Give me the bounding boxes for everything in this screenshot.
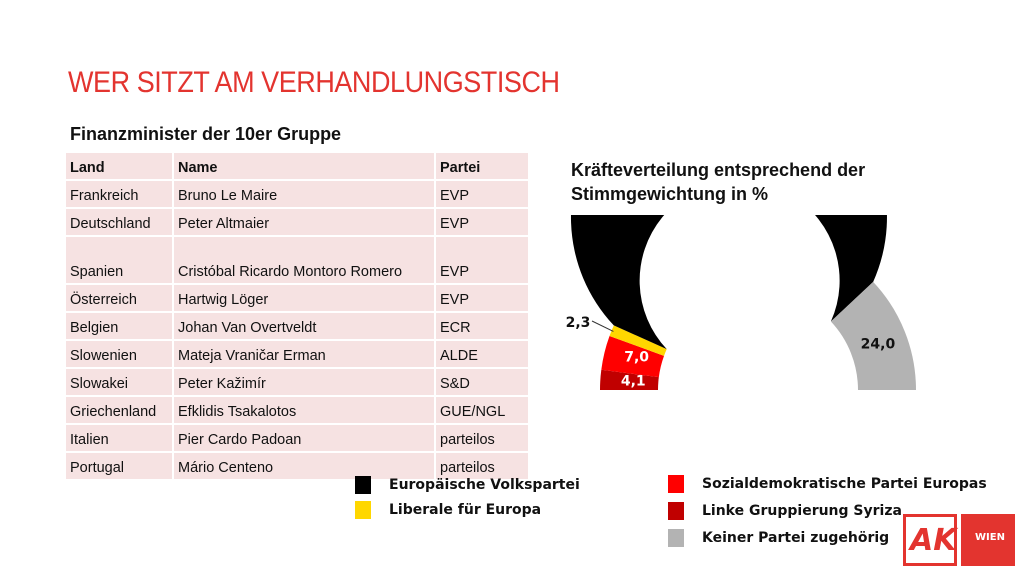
legend-label: Liberale für Europa bbox=[389, 502, 542, 518]
ak-wien-logo: AK WIEN bbox=[903, 514, 1015, 566]
slice-value-label: 62,6 bbox=[719, 257, 754, 273]
column-header: Partei bbox=[435, 153, 530, 181]
slice-value-label: 4,1 bbox=[621, 374, 646, 390]
legend-label: Sozialdemokratische Partei Europas bbox=[702, 476, 987, 492]
chart-slice bbox=[600, 369, 659, 390]
table-cell: ALDE bbox=[435, 340, 530, 369]
table-cell: GUE/NGL bbox=[435, 396, 530, 425]
table-cell: Belgien bbox=[66, 312, 174, 341]
table-cell: Pier Cardo Padoan bbox=[173, 424, 436, 453]
slice-value-label: 7,0 bbox=[624, 349, 649, 365]
table-cell: Griechenland bbox=[66, 396, 174, 425]
table-cell: EVP bbox=[435, 236, 530, 285]
table-cell: Johan Van Overtveldt bbox=[173, 312, 436, 341]
legend-swatch bbox=[668, 475, 684, 493]
legend-swatch bbox=[668, 502, 684, 520]
table-row: Frankreich Bruno Le Maire EVP bbox=[66, 180, 530, 209]
chart-slice bbox=[609, 325, 667, 356]
table-cell: Peter Altmaier bbox=[173, 208, 436, 237]
table-cell: ECR bbox=[435, 312, 530, 341]
table-cell: Mário Centeno bbox=[173, 452, 436, 481]
table-cell: Slowakei bbox=[66, 368, 174, 397]
chart-slice bbox=[601, 336, 665, 378]
chart-slice bbox=[830, 281, 916, 390]
slice-value-label: 2,3 bbox=[566, 315, 591, 331]
table-row: Portugal Mário Centeno parteilos bbox=[66, 452, 530, 481]
table-cell: Italien bbox=[66, 424, 174, 453]
table-cell: Peter Kažimír bbox=[173, 368, 436, 397]
legend-swatch bbox=[668, 529, 684, 547]
table-cell: EVP bbox=[435, 208, 530, 237]
table-cell: Spanien bbox=[66, 236, 174, 285]
table-cell: S&D bbox=[435, 368, 530, 397]
table-row: Deutschland Peter Altmaier EVP bbox=[66, 208, 530, 237]
legend-swatch bbox=[355, 476, 371, 494]
column-header: Name bbox=[173, 153, 436, 181]
table-cell: EVP bbox=[435, 284, 530, 313]
table-row: Italien Pier Cardo Padoan parteilos bbox=[66, 424, 530, 453]
table-cell: Hartwig Löger bbox=[173, 284, 436, 313]
slice-value-label: 24,0 bbox=[861, 337, 896, 353]
table-subtitle: Finanzminister der 10er Gruppe bbox=[70, 124, 342, 144]
table-cell: Mateja Vraničar Erman bbox=[173, 340, 436, 369]
table-cell: Efklidis Tsakalotos bbox=[173, 396, 436, 425]
table-header-row: Land Name Partei bbox=[66, 153, 530, 181]
ak-logo-mark: AK bbox=[903, 514, 957, 566]
table-row: Griechenland Efklidis Tsakalotos GUE/NGL bbox=[66, 396, 530, 425]
table-cell: Österreich bbox=[66, 284, 174, 313]
leader-line bbox=[591, 320, 614, 332]
table-row: Belgien Johan Van Overtveldt ECR bbox=[66, 312, 530, 341]
table-cell: Cristóbal Ricardo Montoro Romero bbox=[173, 236, 436, 285]
legend-label: Keiner Partei zugehörig bbox=[702, 530, 890, 546]
legend-label: Europäische Volkspartei bbox=[389, 477, 580, 493]
chart-title: Kräfteverteilung entsprechend der Stimmg… bbox=[571, 160, 866, 204]
table-cell: Bruno Le Maire bbox=[173, 180, 436, 209]
ministers-table: Land Name Partei Frankreich Bruno Le Maire EV… bbox=[66, 153, 530, 481]
table-row: Slowakei Peter Kažimír S&D bbox=[66, 368, 530, 397]
legend-swatch bbox=[355, 501, 371, 519]
table-cell: parteilos bbox=[435, 452, 530, 481]
table-cell: EVP bbox=[435, 180, 530, 209]
table-cell: Portugal bbox=[66, 452, 174, 481]
table-cell: Deutschland bbox=[66, 208, 174, 237]
table-cell: Slowenien bbox=[66, 340, 174, 369]
wien-logo-mark: WIEN bbox=[961, 514, 1015, 566]
legend-label: Linke Gruppierung Syriza bbox=[702, 503, 902, 519]
page-title: WER SITZT AM VERHANDLUNGSTISCH bbox=[68, 66, 560, 99]
column-header: Land bbox=[66, 153, 174, 181]
table-cell: Frankreich bbox=[66, 180, 174, 209]
table-row: Spanien Cristóbal Ricardo Montoro Romero E… bbox=[66, 236, 530, 285]
chart-slice bbox=[571, 215, 887, 350]
table-cell: parteilos bbox=[435, 424, 530, 453]
table-row: Slowenien Mateja Vraničar Erman ALDE bbox=[66, 340, 530, 369]
table-row: Österreich Hartwig Löger EVP bbox=[66, 284, 530, 313]
half-donut-chart: 4,1 7,0 2,3 62,6 24,0 bbox=[566, 215, 916, 390]
